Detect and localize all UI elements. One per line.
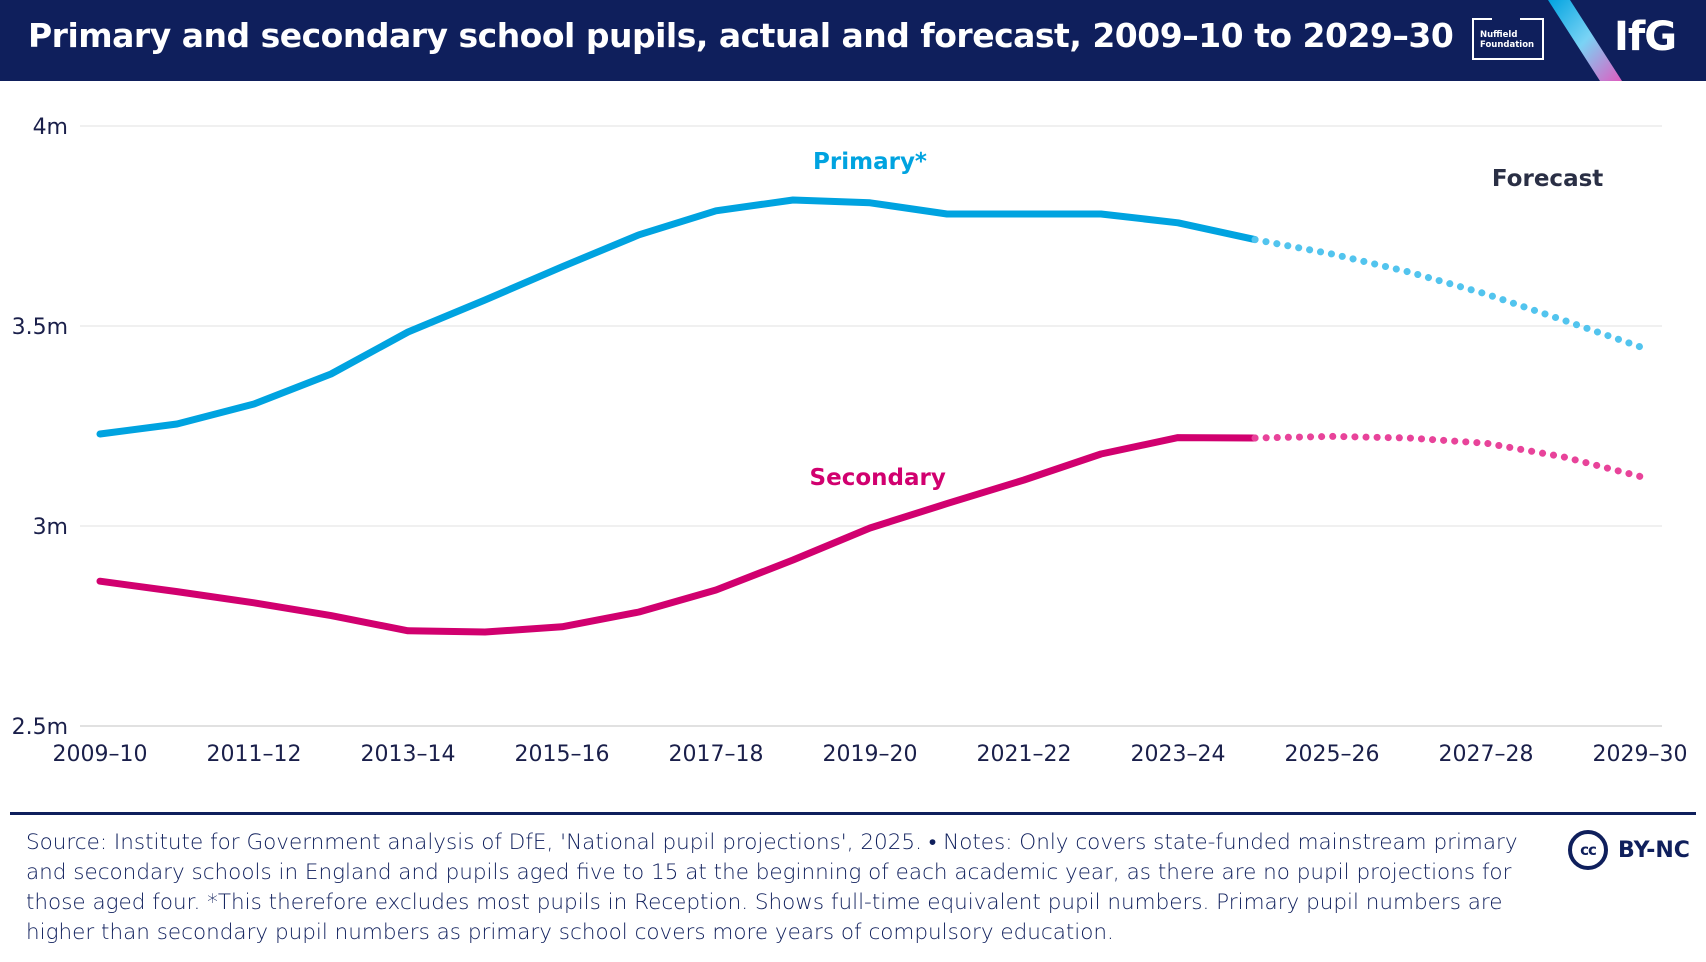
source-notes: Source: Institute for Government analysi… xyxy=(26,830,1518,945)
series xyxy=(96,196,1644,636)
primary-forecast-line xyxy=(1251,236,1644,351)
license-badge: cc BY-NC xyxy=(1568,828,1690,872)
primary-series-label: Primary* xyxy=(813,149,927,175)
forecast-label: Forecast xyxy=(1492,166,1603,192)
header-bar: Primary and secondary school pupils, act… xyxy=(0,0,1706,81)
x-tick-label: 2011–12 xyxy=(207,742,302,767)
x-tick-label: 2025–26 xyxy=(1285,742,1380,767)
x-tick-label: 2009–10 xyxy=(53,742,148,767)
x-tick-label: 2023–24 xyxy=(1131,742,1226,767)
y-axis: 4m 3.5m 3m 2.5m xyxy=(12,115,68,740)
secondary-forecast-line xyxy=(1251,432,1644,480)
secondary-series-label: Secondary xyxy=(810,465,946,491)
y-tick-label: 4m xyxy=(33,115,68,140)
y-tick-label: 2.5m xyxy=(12,715,68,740)
ifg-logo: IfG xyxy=(1614,14,1677,60)
x-tick-label: 2019–20 xyxy=(823,742,918,767)
x-axis: 2009–10 2011–12 2013–14 2015–16 2017–18 2019–… xyxy=(53,742,1688,767)
nuffield-foundation-logo: Nuffield Foundation xyxy=(1472,18,1544,60)
x-tick-label: 2029–30 xyxy=(1593,742,1688,767)
x-tick-label: 2027–28 xyxy=(1439,742,1534,767)
license-label: BY-NC xyxy=(1618,837,1690,863)
creative-commons-icon: cc xyxy=(1568,830,1608,870)
grid xyxy=(80,125,1662,727)
footer-divider xyxy=(10,812,1696,815)
ifg-logo-stripe xyxy=(1548,0,1622,81)
y-tick-label: 3m xyxy=(33,515,68,540)
y-tick-label: 3.5m xyxy=(12,315,68,340)
chart-area: 4m 3.5m 3m 2.5m 2009–10 2011–12 2013–14 2015–1… xyxy=(0,81,1706,796)
primary-actual-line xyxy=(96,196,1259,438)
x-tick-label: 2015–16 xyxy=(515,742,610,767)
chart-title: Primary and secondary school pupils, act… xyxy=(28,16,1454,55)
x-tick-label: 2013–14 xyxy=(361,742,456,767)
x-tick-label: 2017–18 xyxy=(669,742,764,767)
secondary-actual-line xyxy=(96,434,1259,636)
nuffield-logo-text: Nuffield Foundation xyxy=(1480,30,1535,50)
line-chart: 4m 3.5m 3m 2.5m 2009–10 2011–12 2013–14 2015–1… xyxy=(12,115,1688,767)
x-tick-label: 2021–22 xyxy=(977,742,1072,767)
series-labels: Primary* Secondary Forecast xyxy=(810,149,1604,491)
